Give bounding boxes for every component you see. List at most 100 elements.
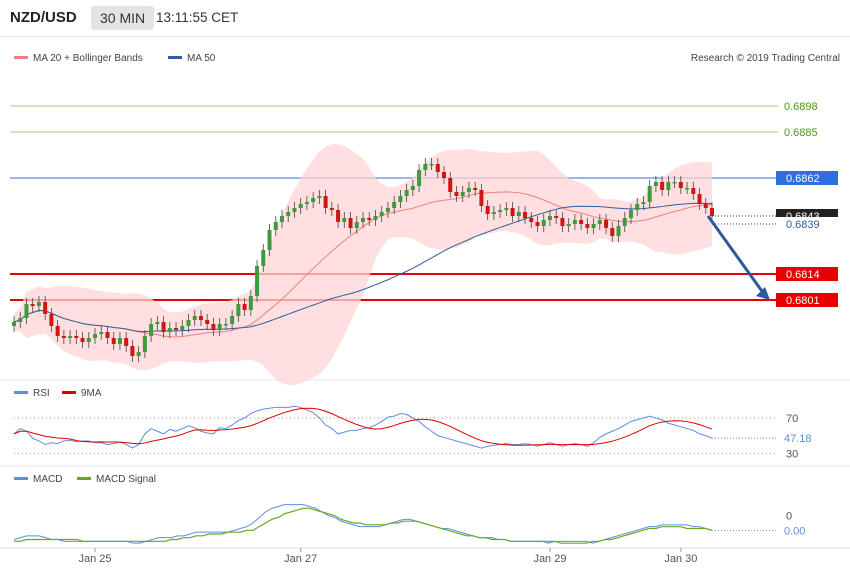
candle-body [236, 304, 241, 316]
candle-body [448, 178, 453, 192]
symbol-title: NZD/USD [10, 9, 77, 26]
candle-body [491, 212, 496, 214]
candle-body [211, 324, 216, 330]
candle-body [61, 336, 66, 338]
candle-body [385, 208, 390, 212]
candle-body [292, 208, 297, 212]
candle-body [24, 304, 29, 318]
candle-body [361, 218, 365, 222]
candle-body [124, 338, 129, 346]
candle-body [547, 216, 552, 220]
candle-body [498, 210, 503, 212]
candle-body [117, 338, 122, 344]
time-tick-label: Jan 25 [79, 553, 112, 565]
macd-zero-label: 0 [786, 511, 792, 523]
candle-body [429, 164, 434, 166]
candle-body [155, 322, 160, 324]
candle-body [541, 220, 546, 226]
rsi-line [13, 405, 713, 449]
candle-body [49, 314, 54, 326]
candle-body [136, 352, 141, 356]
candle-body [579, 220, 584, 224]
candle-body [323, 196, 328, 208]
rsi-level-label: 30 [786, 448, 798, 460]
candle-body [628, 210, 633, 218]
candle-body [653, 182, 658, 186]
candle-body [697, 194, 702, 204]
candle-body [80, 338, 85, 342]
candle-body [180, 326, 185, 330]
candle-body [379, 212, 384, 216]
candle-body [12, 322, 16, 326]
candle-body [198, 316, 203, 320]
macd-signal-line [14, 507, 713, 544]
candle-body [616, 226, 621, 236]
price-series [12, 143, 770, 385]
candle-body [86, 338, 91, 342]
candle-body [485, 206, 490, 214]
macd-last-value: 0.00 [784, 525, 805, 537]
candle-body [572, 220, 577, 224]
level-tag-pivot [776, 171, 838, 185]
rsi-legend-swatch [14, 391, 28, 394]
candle-body [267, 230, 272, 250]
time-axis: Jan 25 Jan 27 Jan 29 Jan 30 [79, 548, 697, 565]
candle-body [529, 218, 534, 222]
ma50-line [13, 202, 713, 333]
candle-body [242, 304, 247, 310]
candle-body [111, 338, 116, 344]
candle-body [255, 266, 260, 296]
timeframe-button[interactable]: 30 MIN [91, 6, 155, 30]
candle-body [510, 208, 515, 216]
candle-body [473, 188, 478, 190]
candle-body [641, 202, 646, 204]
ma50-legend-label: MA 50 [187, 53, 216, 64]
candle-body [367, 218, 372, 220]
candle-body [703, 204, 708, 208]
candle-body [142, 336, 147, 352]
time-tick-label: Jan 29 [533, 553, 566, 565]
level-label-support: 0.6801 [786, 295, 820, 307]
candle-body [317, 196, 322, 198]
candle-body [442, 172, 447, 178]
candle-body [635, 204, 640, 210]
candle-body [666, 182, 671, 190]
candle-body [710, 208, 714, 216]
candle-body [223, 324, 228, 326]
candle-body [161, 322, 166, 332]
macd-signal-legend-swatch [77, 477, 91, 480]
rsi-ma-line [13, 407, 713, 446]
ma20-legend-swatch [14, 56, 28, 59]
candle-body [205, 320, 210, 324]
candle-body [672, 182, 677, 184]
candle-body [373, 216, 378, 220]
candle-body [68, 336, 73, 338]
candle-body [105, 332, 110, 338]
ma50-tag [776, 217, 838, 231]
candle-body [186, 320, 191, 326]
macd-line [13, 504, 713, 544]
candle-body [678, 182, 683, 188]
forecast-arrow [706, 215, 766, 295]
candle-body [167, 328, 172, 332]
level-label-resistance: 0.6898 [784, 101, 818, 113]
bollinger-band-area [14, 143, 712, 385]
candle-body [130, 346, 135, 356]
legends: MA 20 + Bollinger Bands MA 50 Research ©… [14, 53, 840, 485]
candle-body [342, 218, 347, 222]
candle-body [647, 186, 652, 202]
candle-body [454, 192, 459, 196]
macd-panel: 00.00 [13, 504, 805, 544]
candle-body [604, 220, 609, 228]
candle-body [516, 212, 521, 216]
candle-body [691, 188, 696, 194]
candle-body [99, 332, 104, 334]
candle-body [566, 224, 571, 226]
candle-body [329, 208, 334, 210]
candle-body [685, 188, 690, 190]
candle-body [660, 182, 665, 190]
candle-body [93, 334, 98, 338]
rsi-panel: 70 30 47.18 [13, 405, 812, 460]
candle-body [504, 208, 509, 210]
